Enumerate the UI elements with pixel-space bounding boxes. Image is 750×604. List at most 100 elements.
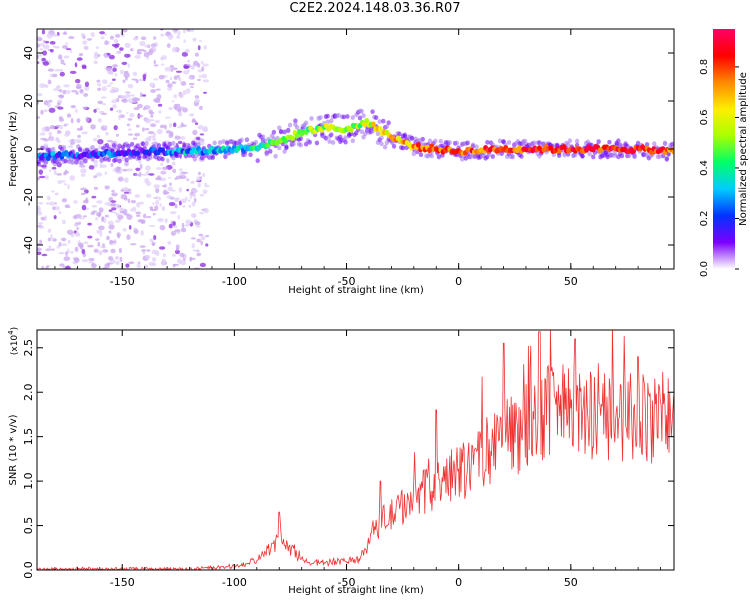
ridge-halo-cell — [470, 142, 476, 148]
noise-cell — [80, 173, 86, 177]
noise-cell — [110, 248, 116, 254]
noise-cell — [106, 139, 114, 143]
noise-cell — [133, 229, 139, 234]
noise-cell — [48, 99, 53, 103]
noise-cell — [202, 79, 210, 83]
ridge-halo-cell — [225, 140, 230, 146]
noise-cell — [62, 89, 67, 95]
noise-cell — [166, 43, 171, 48]
noise-cell — [179, 93, 184, 99]
noise-cell — [112, 104, 117, 109]
noise-cell — [202, 172, 206, 178]
noise-cell — [69, 70, 77, 74]
noise-cell — [40, 216, 46, 221]
noise-cell — [114, 256, 120, 259]
noise-cell — [182, 89, 187, 96]
noise-cell — [111, 211, 117, 214]
noise-cell — [58, 211, 62, 215]
ridge-halo-cell — [377, 119, 382, 124]
noise-cell — [126, 168, 133, 172]
noise-cell — [117, 214, 124, 220]
ridge-halo-cell — [522, 138, 528, 144]
noise-cell — [93, 51, 99, 57]
noise-cell — [58, 89, 63, 93]
noise-cell — [144, 118, 151, 124]
noise-cell — [95, 172, 103, 177]
ridge-halo-cell — [531, 140, 537, 146]
colorbar: 0.0 0.2 0.4 0.6 0.8 Normalized spectral ampl… — [699, 29, 749, 277]
noise-cell — [70, 141, 76, 145]
noise-cell — [169, 64, 174, 69]
noise-cell — [113, 125, 118, 131]
noise-cell — [153, 64, 159, 67]
noise-cell — [150, 114, 154, 118]
noise-cell — [73, 200, 78, 204]
noise-cell — [188, 204, 192, 208]
ridge-halo-cell — [50, 146, 56, 152]
colorbar-label: Normalized spectral amplitude — [738, 72, 749, 226]
noise-cell — [64, 42, 69, 45]
ridge-halo-cell — [519, 154, 524, 159]
ridge-halo-cell — [268, 149, 273, 154]
ridge-halo-cell — [106, 157, 111, 163]
ridge-halo-cell — [359, 129, 364, 135]
noise-cell — [155, 250, 160, 257]
ridge-halo-cell — [429, 153, 434, 159]
ridge-halo-cell — [510, 153, 515, 159]
noise-cell — [79, 53, 84, 57]
ridge-halo-cell — [329, 132, 334, 138]
noise-cell — [58, 68, 64, 72]
noise-cell — [82, 106, 88, 110]
noise-cell — [189, 193, 193, 200]
noise-cell — [134, 54, 141, 59]
noise-cell — [161, 166, 169, 170]
snr-x-tick-label: -150 — [110, 576, 135, 589]
noise-cell — [125, 93, 131, 99]
noise-cell — [181, 171, 189, 174]
noise-cell — [203, 207, 209, 214]
ridge-halo-cell — [350, 138, 356, 144]
noise-cell — [61, 219, 66, 225]
noise-cell — [187, 69, 190, 73]
ridge-halo-cell — [196, 142, 201, 148]
noise-cell — [151, 242, 156, 247]
noise-cell — [196, 176, 201, 182]
noise-cell — [179, 252, 185, 258]
noise-cell — [88, 257, 95, 262]
noise-cell — [64, 170, 70, 174]
noise-cell — [137, 114, 144, 118]
noise-cell — [121, 29, 128, 33]
noise-cell — [99, 232, 103, 237]
noise-cell — [159, 225, 166, 231]
noise-cell — [135, 79, 139, 84]
noise-cell — [153, 235, 157, 240]
noise-cell — [59, 263, 65, 267]
noise-cell — [90, 124, 96, 130]
noise-cell — [114, 219, 121, 223]
noise-cell — [57, 179, 63, 185]
ridge-halo-cell — [391, 143, 397, 149]
noise-cell — [58, 94, 65, 99]
noise-cell — [93, 175, 98, 179]
noise-cell — [173, 94, 178, 99]
snr-plot-area — [37, 330, 674, 570]
ridge-halo-cell — [562, 152, 567, 158]
noise-cell — [190, 86, 194, 89]
noise-cell — [48, 131, 53, 137]
noise-cell — [95, 238, 100, 241]
noise-cell — [74, 246, 79, 252]
noise-cell — [81, 66, 87, 70]
noise-cell — [91, 210, 97, 213]
ridge-halo-cell — [294, 125, 300, 130]
noise-cell — [127, 63, 130, 68]
noise-cell — [197, 45, 201, 51]
noise-cell — [107, 256, 114, 261]
noise-cell — [98, 207, 104, 213]
noise-cell — [180, 81, 187, 86]
noise-cell — [123, 213, 130, 216]
noise-cell — [46, 102, 51, 108]
ridge-halo-cell — [144, 141, 149, 147]
noise-cell — [205, 234, 210, 238]
noise-cell — [153, 78, 159, 81]
ridge-halo-cell — [607, 139, 612, 145]
